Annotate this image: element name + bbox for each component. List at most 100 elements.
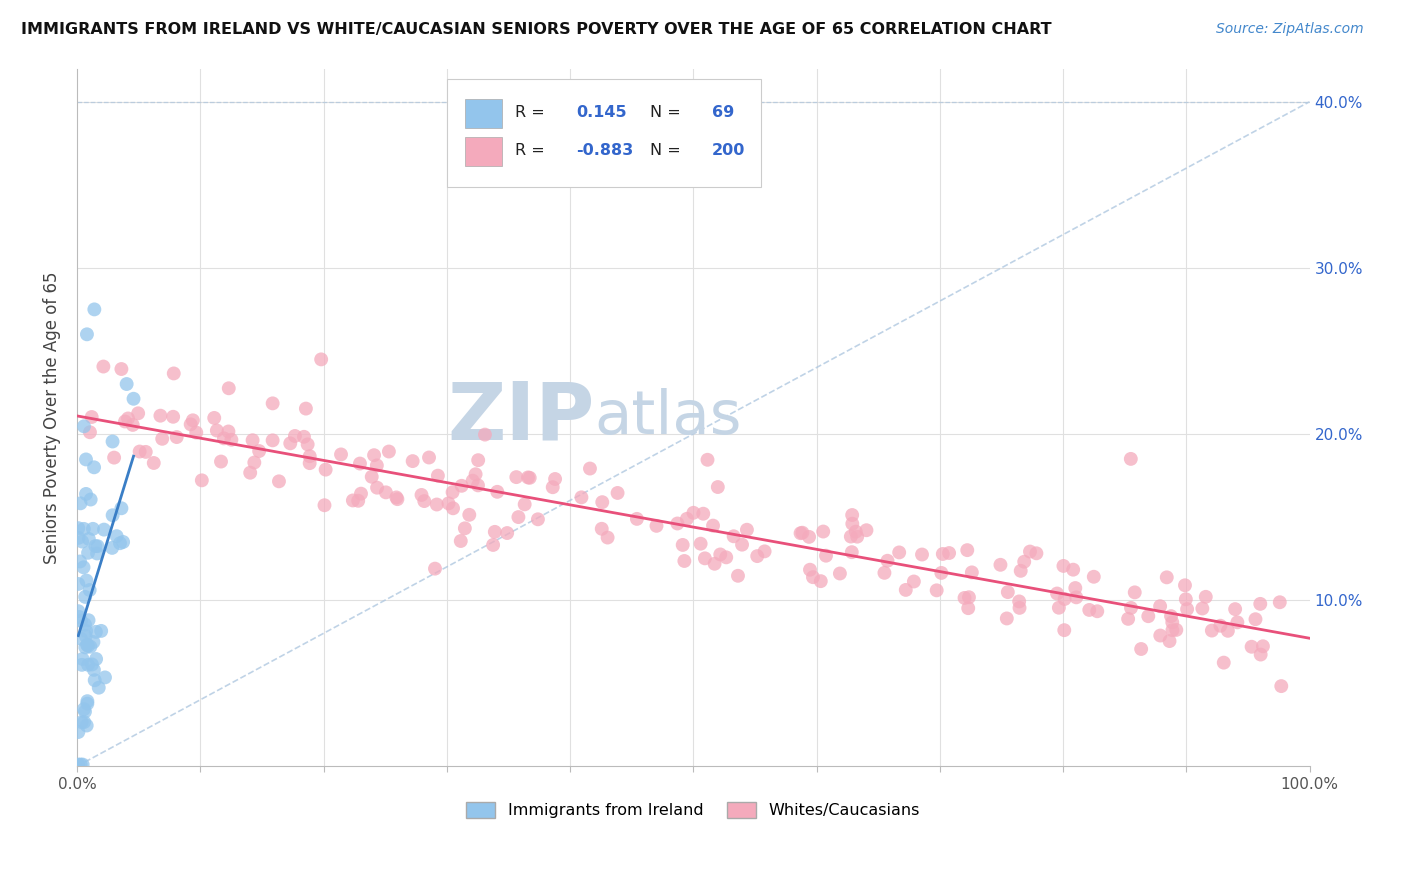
Point: [77, 546, 100, 560]
Point: [75, 590, 97, 604]
Point: [458, 508, 481, 522]
Point: [810, 574, 832, 589]
Point: [70, 715, 93, 730]
Point: [1166, 623, 1188, 637]
Point: [350, 486, 373, 500]
Point: [1174, 592, 1197, 607]
Point: [349, 457, 371, 471]
Text: R =: R =: [515, 105, 550, 120]
Point: [1216, 624, 1239, 638]
Point: [1053, 623, 1076, 637]
Point: [212, 431, 235, 445]
Point: [1012, 555, 1035, 569]
Point: [1149, 599, 1171, 614]
Point: [692, 507, 714, 521]
Point: [262, 396, 284, 410]
Point: [855, 523, 877, 537]
Point: [1250, 648, 1272, 662]
Point: [239, 466, 262, 480]
Point: [115, 377, 138, 392]
Point: [1119, 451, 1142, 466]
Point: [93, 359, 115, 374]
Point: [990, 558, 1012, 572]
Text: N =: N =: [650, 144, 686, 159]
Point: [292, 430, 315, 444]
Point: [75, 452, 97, 467]
Point: [309, 352, 332, 367]
Point: [75, 640, 97, 655]
Point: [330, 447, 353, 461]
Point: [401, 454, 423, 468]
Point: [707, 480, 730, 494]
Point: [101, 541, 124, 555]
Point: [73, 705, 96, 719]
Point: [94, 670, 117, 684]
Point: [112, 535, 135, 549]
Point: [1175, 602, 1198, 616]
Point: [731, 538, 754, 552]
Point: [1064, 591, 1087, 605]
Point: [77, 657, 100, 672]
Point: [128, 444, 150, 458]
Point: [450, 534, 472, 549]
Point: [1083, 570, 1105, 584]
Point: [72, 560, 94, 574]
Point: [342, 493, 364, 508]
Point: [845, 524, 868, 539]
Point: [83, 302, 105, 317]
Point: [1019, 544, 1042, 558]
Point: [72, 757, 94, 772]
Point: [1226, 615, 1249, 630]
Point: [67, 531, 90, 545]
Text: IMMIGRANTS FROM IRELAND VS WHITE/CAUCASIAN SENIORS POVERTY OVER THE AGE OF 65 CO: IMMIGRANTS FROM IRELAND VS WHITE/CAUCASI…: [21, 22, 1052, 37]
Point: [450, 479, 472, 493]
Point: [1008, 594, 1031, 608]
Point: [813, 524, 835, 539]
Point: [67, 577, 90, 591]
Point: [645, 519, 668, 533]
Point: [73, 714, 96, 729]
Point: [931, 566, 953, 580]
Point: [792, 525, 814, 540]
Point: [1161, 623, 1184, 637]
Point: [73, 617, 96, 632]
Point: [1116, 612, 1139, 626]
Point: [142, 456, 165, 470]
Point: [541, 480, 564, 494]
Point: [413, 494, 436, 508]
Point: [889, 545, 911, 559]
Text: 0.145: 0.145: [576, 105, 627, 120]
Point: [1174, 578, 1197, 592]
Point: [295, 401, 318, 416]
Legend: Immigrants from Ireland, Whites/Caucasians: Immigrants from Ireland, Whites/Caucasia…: [460, 795, 927, 824]
Point: [709, 548, 731, 562]
Point: [437, 496, 460, 510]
Point: [218, 381, 240, 395]
Point: [1159, 634, 1181, 648]
Point: [84, 539, 107, 553]
Point: [181, 413, 204, 427]
Point: [956, 543, 979, 558]
Y-axis label: Seniors Poverty Over the Age of 65: Seniors Poverty Over the Age of 65: [44, 271, 60, 564]
Point: [1078, 603, 1101, 617]
Point: [1270, 679, 1292, 693]
Point: [360, 469, 382, 483]
Point: [186, 425, 208, 440]
Point: [67, 521, 90, 535]
Point: [839, 530, 862, 544]
Point: [797, 530, 820, 544]
Point: [1195, 590, 1218, 604]
Point: [411, 488, 433, 502]
Point: [70, 614, 93, 628]
Point: [508, 510, 530, 524]
Point: [735, 523, 758, 537]
Point: [387, 492, 409, 507]
Text: 69: 69: [711, 105, 734, 120]
Point: [297, 437, 319, 451]
Point: [486, 484, 509, 499]
Point: [1123, 585, 1146, 599]
Point: [1268, 595, 1291, 609]
Point: [1062, 563, 1084, 577]
Point: [70, 657, 93, 672]
Point: [1052, 558, 1074, 573]
